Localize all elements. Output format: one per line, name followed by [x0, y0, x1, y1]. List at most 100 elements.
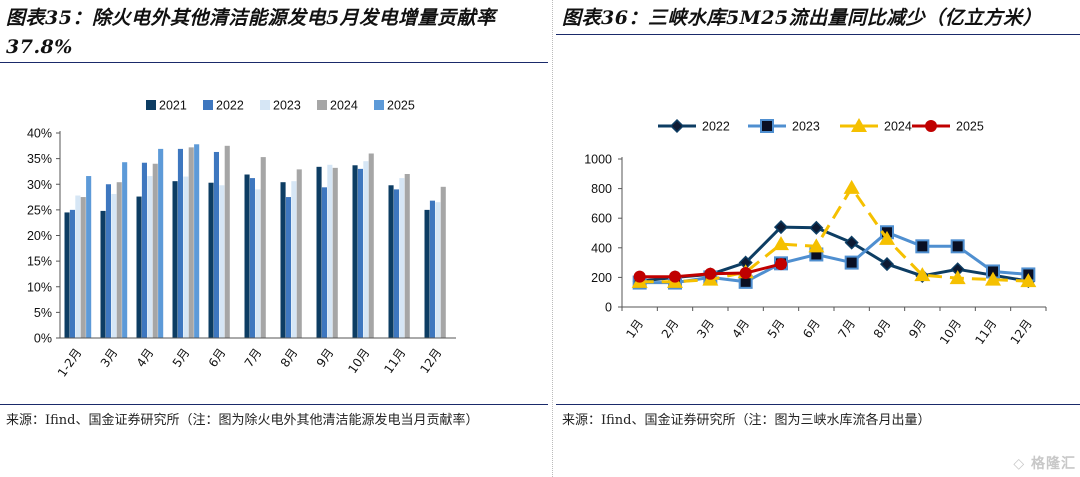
left-source-rule	[0, 404, 548, 405]
bar-2022-6月	[213, 151, 219, 338]
left-figure-panel: 图表35：除火电外其他清洁能源发电5月发电增量贡献率37.8% 2021 2022…	[0, 7, 548, 428]
bar-2021-1-2月	[64, 212, 70, 338]
y-tick-label: 1000	[584, 153, 612, 167]
bar-2024-10月	[368, 153, 374, 338]
point-2022-8月	[879, 257, 895, 272]
x-tick-label: 11月	[972, 317, 999, 347]
point-2022-7月	[844, 235, 859, 250]
legend-marker-2025	[925, 120, 937, 132]
right-source-rule	[556, 404, 1080, 405]
panel-separator	[552, 0, 553, 477]
watermark-text: 格隆汇	[1031, 456, 1076, 472]
bar-2022-1-2月	[69, 209, 75, 338]
bar-2023-12月	[435, 202, 441, 338]
bar-2024-7月	[260, 157, 266, 338]
bar-2022-11月	[393, 189, 399, 338]
bar-2021-8月	[280, 182, 286, 338]
point-2024-11月	[985, 271, 1001, 286]
y-tick-label: 35%	[27, 152, 52, 166]
y-tick-label: 5%	[34, 306, 52, 320]
point-2024-9月	[914, 267, 931, 282]
bar-2022-12月	[429, 200, 435, 338]
x-tick-label: 12月	[417, 346, 444, 376]
bar-2021-12月	[424, 209, 430, 338]
x-tick-label: 3月	[694, 317, 717, 341]
bar-2024-5月	[188, 147, 194, 338]
x-tick-label: 7月	[242, 346, 265, 370]
point-2022-5月	[773, 220, 789, 235]
y-tick-label: 400	[591, 241, 612, 255]
bar-2021-7月	[244, 174, 250, 338]
legend-label-2024: 2024	[884, 120, 912, 134]
x-tick-label: 1-2月	[55, 346, 85, 380]
legend-label-2025: 2025	[387, 99, 415, 113]
x-tick-label: 7月	[835, 317, 858, 341]
bar-2021-6月	[208, 182, 214, 338]
legend-label-2022: 2022	[702, 120, 730, 134]
y-tick-label: 20%	[27, 229, 52, 243]
bar-2022-7月	[249, 178, 255, 338]
point-2025-3月	[704, 267, 717, 280]
y-tick-label: 200	[591, 271, 612, 285]
bar-2023-5月	[183, 176, 189, 338]
bar-2021-5月	[172, 181, 178, 338]
legend-swatch-2024	[317, 100, 327, 110]
bar-2022-3月	[105, 184, 111, 338]
bar-2021-10月	[352, 165, 358, 338]
bar-2023-6月	[219, 185, 225, 338]
bar-2022-9月	[321, 187, 327, 338]
point-2024-8月	[879, 230, 895, 245]
point-2023-10月	[950, 239, 965, 254]
bar-2024-6月	[224, 145, 230, 338]
bar-2023-1-2月	[75, 195, 81, 338]
legend-swatch-2025	[374, 100, 384, 110]
y-tick-label: 0	[605, 301, 612, 315]
legend-marker-2023	[760, 119, 774, 133]
bar-chart: 2021 2022 2023 2024 2025 0% 5% 10% 15% 20% 25% 30% 3…	[27, 99, 456, 380]
x-tick-label: 9月	[314, 346, 337, 370]
x-tick-label: 6月	[800, 317, 823, 341]
y-tick-label: 600	[591, 212, 612, 226]
x-tick-label: 5月	[170, 346, 193, 370]
x-tick-label: 10月	[345, 346, 372, 376]
bar-2024-4月	[152, 163, 158, 338]
x-tick-label: 8月	[871, 317, 894, 341]
y-tick-label: 25%	[27, 203, 52, 217]
left-source-note: 来源：Ifind、国金证券研究所（注：图为除火电外其他清洁能源发电当月贡献率）	[6, 413, 479, 428]
x-tick-label: 3月	[98, 346, 121, 370]
y-tick-label: 800	[591, 182, 612, 196]
legend-swatch-2023	[260, 100, 270, 110]
point-2023-7月	[844, 255, 859, 270]
point-2025-2月	[669, 270, 681, 283]
bar-2021-9月	[316, 166, 322, 338]
point-2025-1月	[633, 270, 646, 283]
right-figure-title: 图表36：三峡水库5M25流出量同比减少（亿立方米）	[562, 7, 1043, 29]
bar-2022-8月	[285, 197, 291, 338]
legend-label-2023: 2023	[792, 120, 820, 134]
bar-2024-3月	[116, 182, 122, 338]
watermark-logo: ◇ 格隆汇	[1013, 456, 1076, 472]
x-tick-label: 5月	[765, 317, 788, 341]
bar-2022-5月	[177, 148, 183, 338]
point-2023-9月	[915, 239, 930, 254]
bar-2025-4月	[158, 148, 164, 338]
y-tick-label: 10%	[27, 280, 52, 294]
legend-label-2021: 2021	[159, 99, 187, 113]
point-2022-6月	[809, 220, 824, 235]
legend-swatch-2021	[146, 100, 156, 110]
bar-2022-4月	[141, 162, 147, 338]
x-tick-label: 9月	[906, 317, 929, 341]
y-tick-label: 30%	[27, 178, 52, 192]
legend-marker-2024	[851, 118, 867, 132]
bar-2024-12月	[440, 186, 446, 338]
bar-2021-4月	[136, 196, 142, 338]
left-title-rule	[0, 62, 548, 63]
bar-2023-8月	[291, 181, 297, 338]
bar-2021-3月	[100, 210, 106, 338]
x-tick-label: 1月	[623, 317, 646, 341]
x-tick-label: 10月	[937, 317, 964, 347]
bar-2021-11月	[388, 185, 394, 338]
x-tick-label: 8月	[278, 346, 301, 370]
y-tick-label: 15%	[27, 255, 52, 269]
legend-label-2022: 2022	[216, 99, 244, 113]
